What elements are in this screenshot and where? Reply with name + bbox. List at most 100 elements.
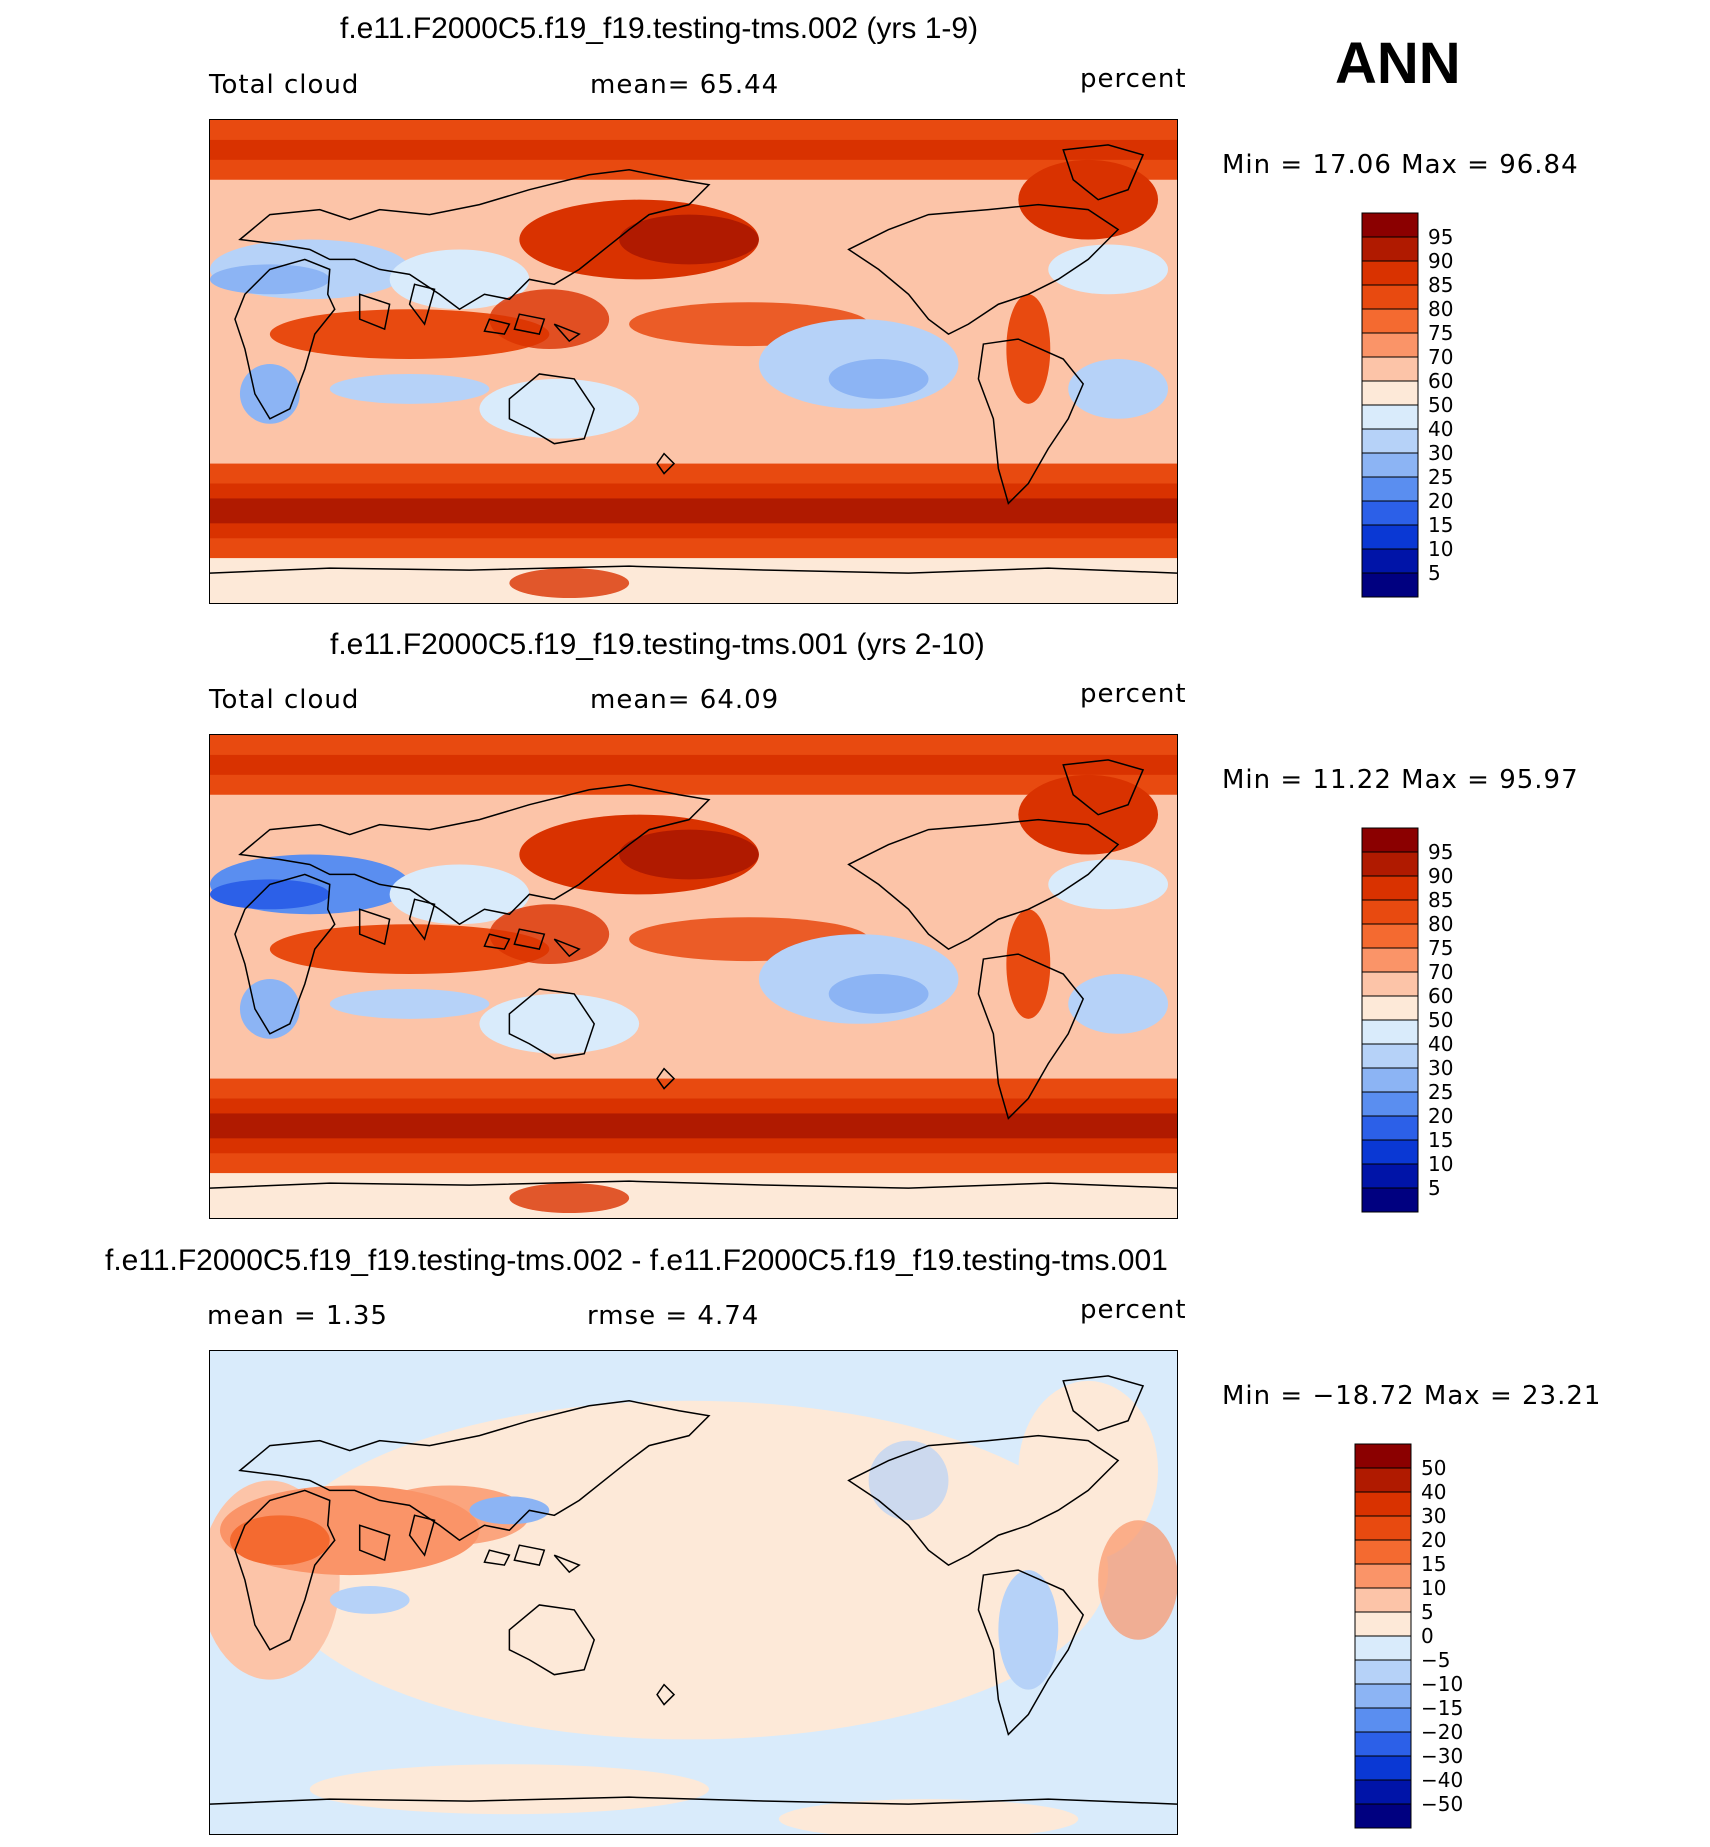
colorbar-swatch (1354, 1611, 1412, 1637)
panel1-minmax: Min = 17.06 Max = 96.84 (1222, 150, 1579, 180)
colorbar-swatch (1354, 1683, 1412, 1709)
field-contour (479, 993, 640, 1054)
field-contour (1048, 859, 1169, 910)
coastline (358, 283, 436, 331)
panel2-map-svg (210, 735, 1177, 1218)
colorbar-label: 50 (1421, 1456, 1446, 1480)
coastline (656, 1067, 676, 1090)
colorbar-label: 20 (1428, 489, 1453, 513)
field-band (210, 754, 1177, 775)
colorbar-swatch (1361, 548, 1419, 574)
field-contour (509, 568, 630, 599)
colorbar-label: −40 (1421, 1768, 1463, 1792)
field-band (210, 139, 1177, 160)
colorbar-swatch (1361, 332, 1419, 358)
colorbar-label: 10 (1421, 1576, 1446, 1600)
coastline (508, 1604, 596, 1676)
panel1-units-label: percent (1080, 64, 1187, 94)
colorbar-label: 30 (1428, 1056, 1453, 1080)
colorbar-label: −30 (1421, 1744, 1463, 1768)
field-contour (1098, 1520, 1177, 1640)
coastline (977, 1569, 1085, 1736)
coastline (210, 565, 1177, 574)
field-contour (429, 1590, 1029, 1710)
coastline (234, 873, 336, 1035)
colorbar-swatch (1361, 572, 1419, 598)
coastline (508, 373, 596, 445)
colorbar-swatch (1361, 308, 1419, 334)
coastline (847, 818, 1120, 950)
colorbar-label: 10 (1428, 1152, 1453, 1176)
colorbar-swatch (1354, 1587, 1412, 1613)
colorbar-swatch (1361, 1043, 1419, 1069)
field-contour (269, 309, 550, 360)
panel2-minmax: Min = 11.22 Max = 95.97 (1222, 765, 1579, 795)
colorbar-label: 50 (1428, 1008, 1453, 1032)
field-band (210, 498, 1177, 524)
field-contour (828, 359, 929, 399)
panel1-mean-label: mean= 65.44 (590, 70, 780, 100)
colorbar-swatch (1361, 1067, 1419, 1093)
field-contour (329, 373, 490, 404)
colorbar-label: 5 (1428, 1176, 1441, 1200)
coastline (210, 1796, 1177, 1805)
field-contour (1068, 974, 1169, 1034)
field-contour (210, 879, 330, 910)
panel3-minmax: Min = −18.72 Max = 23.21 (1222, 1381, 1602, 1411)
colorbar-label: 25 (1428, 465, 1453, 489)
colorbar-swatch (1361, 923, 1419, 949)
colorbar-swatch (1361, 404, 1419, 430)
colorbar-swatch (1361, 260, 1419, 286)
colorbar-label: 80 (1428, 297, 1453, 321)
colorbar-label: 90 (1428, 864, 1453, 888)
colorbar-swatch (1354, 1491, 1412, 1517)
field-band (210, 558, 1177, 603)
coastline (977, 338, 1085, 505)
panel2-title: f.e11.F2000C5.f19_f19.testing-tms.001 (y… (330, 628, 985, 661)
colorbar-swatch (1361, 356, 1419, 382)
coastline (1062, 759, 1145, 816)
colorbar-label: 5 (1421, 1600, 1434, 1624)
field-contour (1018, 774, 1159, 855)
colorbar-swatch (1361, 971, 1419, 997)
colorbar-swatch (1361, 1163, 1419, 1189)
colorbar-swatch (1361, 1187, 1419, 1213)
coastline (847, 1434, 1120, 1566)
colorbar-swatch (1361, 1091, 1419, 1117)
coastline (238, 169, 711, 311)
colorbar-swatch (1361, 1019, 1419, 1045)
colorbar-label: 20 (1421, 1528, 1446, 1552)
colorbar-label: 40 (1421, 1480, 1446, 1504)
colorbar-label: 60 (1428, 984, 1453, 1008)
colorbar-swatch (1354, 1779, 1412, 1805)
colorbar-swatch (1361, 524, 1419, 550)
coastline (656, 452, 676, 475)
panel2-units-label: percent (1080, 679, 1187, 709)
field-contour (229, 1515, 330, 1566)
colorbar-label: 15 (1428, 1128, 1453, 1152)
coastline (656, 1683, 676, 1706)
panel3-rmse-label: rmse = 4.74 (587, 1301, 760, 1331)
panel1-variable-label: Total cloud (209, 70, 360, 100)
colorbar-label: −15 (1421, 1696, 1463, 1720)
colorbar-swatch (1361, 1139, 1419, 1165)
colorbar-label: 70 (1428, 345, 1453, 369)
colorbar-swatch (1361, 284, 1419, 310)
coastline (483, 928, 581, 958)
colorbar-label: 95 (1428, 840, 1453, 864)
colorbar-label: 30 (1428, 441, 1453, 465)
field-contour (1068, 359, 1169, 419)
panel1-map-svg (210, 120, 1177, 603)
field-contour (619, 214, 759, 265)
colorbar-swatch (1361, 899, 1419, 925)
colorbar-swatch (1354, 1443, 1412, 1469)
colorbar-label: −10 (1421, 1672, 1463, 1696)
panel2-map (209, 734, 1178, 1219)
colorbar-swatch (1361, 995, 1419, 1021)
colorbar-swatch (1361, 875, 1419, 901)
colorbar-swatch (1361, 452, 1419, 478)
coastline (977, 953, 1085, 1120)
panel3-units-label: percent (1080, 1295, 1187, 1325)
colorbar-swatch (1361, 827, 1419, 853)
